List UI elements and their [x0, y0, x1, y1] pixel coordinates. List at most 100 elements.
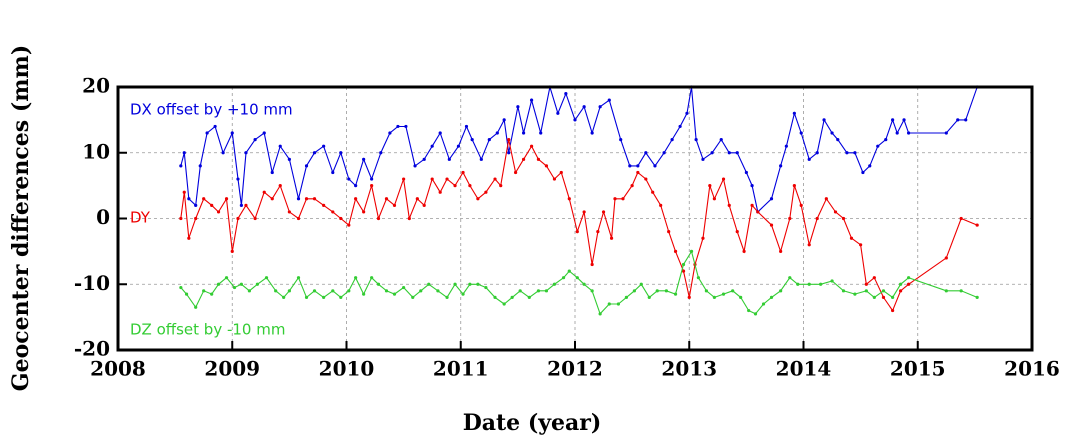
series-point [322, 203, 326, 207]
series-point [415, 197, 419, 201]
series-point [685, 111, 689, 115]
series-point [502, 118, 506, 122]
series-point [518, 289, 522, 293]
series-point [696, 276, 700, 280]
series-point [959, 216, 963, 221]
series-point [721, 292, 726, 296]
series-point [662, 151, 666, 155]
series-point [510, 295, 514, 299]
series-point [468, 282, 472, 286]
series-point [721, 177, 726, 181]
series-point [213, 124, 217, 129]
series-point [513, 170, 518, 175]
series-point [210, 203, 214, 207]
series-point [708, 184, 712, 188]
series-point [799, 131, 803, 135]
series-point [182, 190, 186, 194]
annotation: DZ offset by -10 mm [130, 321, 285, 339]
series-point [907, 131, 911, 135]
series-point [552, 282, 557, 286]
series-point [479, 157, 483, 161]
series-point [742, 249, 746, 253]
series-point [779, 249, 783, 253]
series-point [362, 157, 366, 161]
series-point [247, 289, 251, 293]
series-point [567, 197, 571, 201]
series-point [881, 289, 886, 293]
series-point [872, 295, 876, 299]
series-point [476, 282, 480, 286]
series-point [376, 282, 381, 286]
series-point [392, 292, 397, 296]
series-point [750, 203, 754, 207]
series-point [864, 289, 868, 293]
series-point [239, 203, 243, 207]
series-point [202, 289, 206, 293]
series-point [362, 210, 366, 214]
series-point [262, 131, 266, 135]
series-point [830, 131, 834, 135]
series-point [769, 223, 774, 227]
series-point [354, 276, 358, 280]
series-point [544, 289, 549, 293]
series-point [681, 269, 686, 273]
series-point [453, 282, 457, 286]
series-point [556, 111, 560, 115]
series-point [402, 177, 406, 181]
series-point [822, 118, 826, 122]
series-point [331, 170, 335, 175]
series-point [891, 295, 895, 299]
series-point [179, 216, 183, 221]
series-point [312, 151, 317, 155]
series-point [447, 157, 451, 161]
series-point [236, 177, 240, 181]
series-point [484, 285, 488, 290]
series-point [445, 295, 449, 299]
series-point [607, 302, 611, 306]
series-point [689, 249, 694, 253]
series-point [507, 138, 511, 142]
series-point [830, 279, 834, 283]
series-point [575, 276, 579, 280]
series-point [739, 295, 743, 299]
series-point [561, 276, 566, 280]
annotation: DX offset by +10 mm [130, 101, 293, 119]
series-point [253, 138, 257, 142]
series-point [944, 131, 948, 135]
series-point [552, 177, 557, 181]
series-point [210, 292, 214, 296]
series-point [376, 216, 381, 221]
series-point [216, 210, 221, 214]
series-point [296, 216, 301, 221]
series-point [582, 105, 586, 109]
series-point [881, 295, 886, 299]
series-point [339, 151, 343, 155]
series-point [636, 170, 640, 175]
series-point [354, 197, 358, 201]
series-point [899, 289, 903, 293]
y-tick-label: 0 [96, 205, 110, 229]
series-point [609, 236, 614, 240]
series-point [678, 124, 682, 129]
series-point [807, 157, 811, 161]
series-point [582, 210, 586, 214]
series-point [347, 223, 351, 227]
series-point [184, 292, 189, 296]
series-point [756, 210, 760, 214]
series-point [621, 197, 625, 201]
series-point [824, 197, 828, 201]
x-tick-label: 2011 [433, 357, 489, 381]
series-point [653, 164, 657, 168]
series-point [582, 282, 586, 286]
x-tick-label: 2008 [90, 357, 146, 381]
annotation: DY [130, 209, 151, 227]
series-point [564, 91, 568, 96]
series-point [644, 151, 648, 155]
series-point [476, 197, 480, 201]
series-point [396, 124, 400, 129]
series-point [735, 230, 739, 234]
series-point [845, 151, 849, 155]
series-point [747, 308, 751, 313]
series-point [792, 184, 796, 188]
plot-frame [116, 85, 1034, 352]
